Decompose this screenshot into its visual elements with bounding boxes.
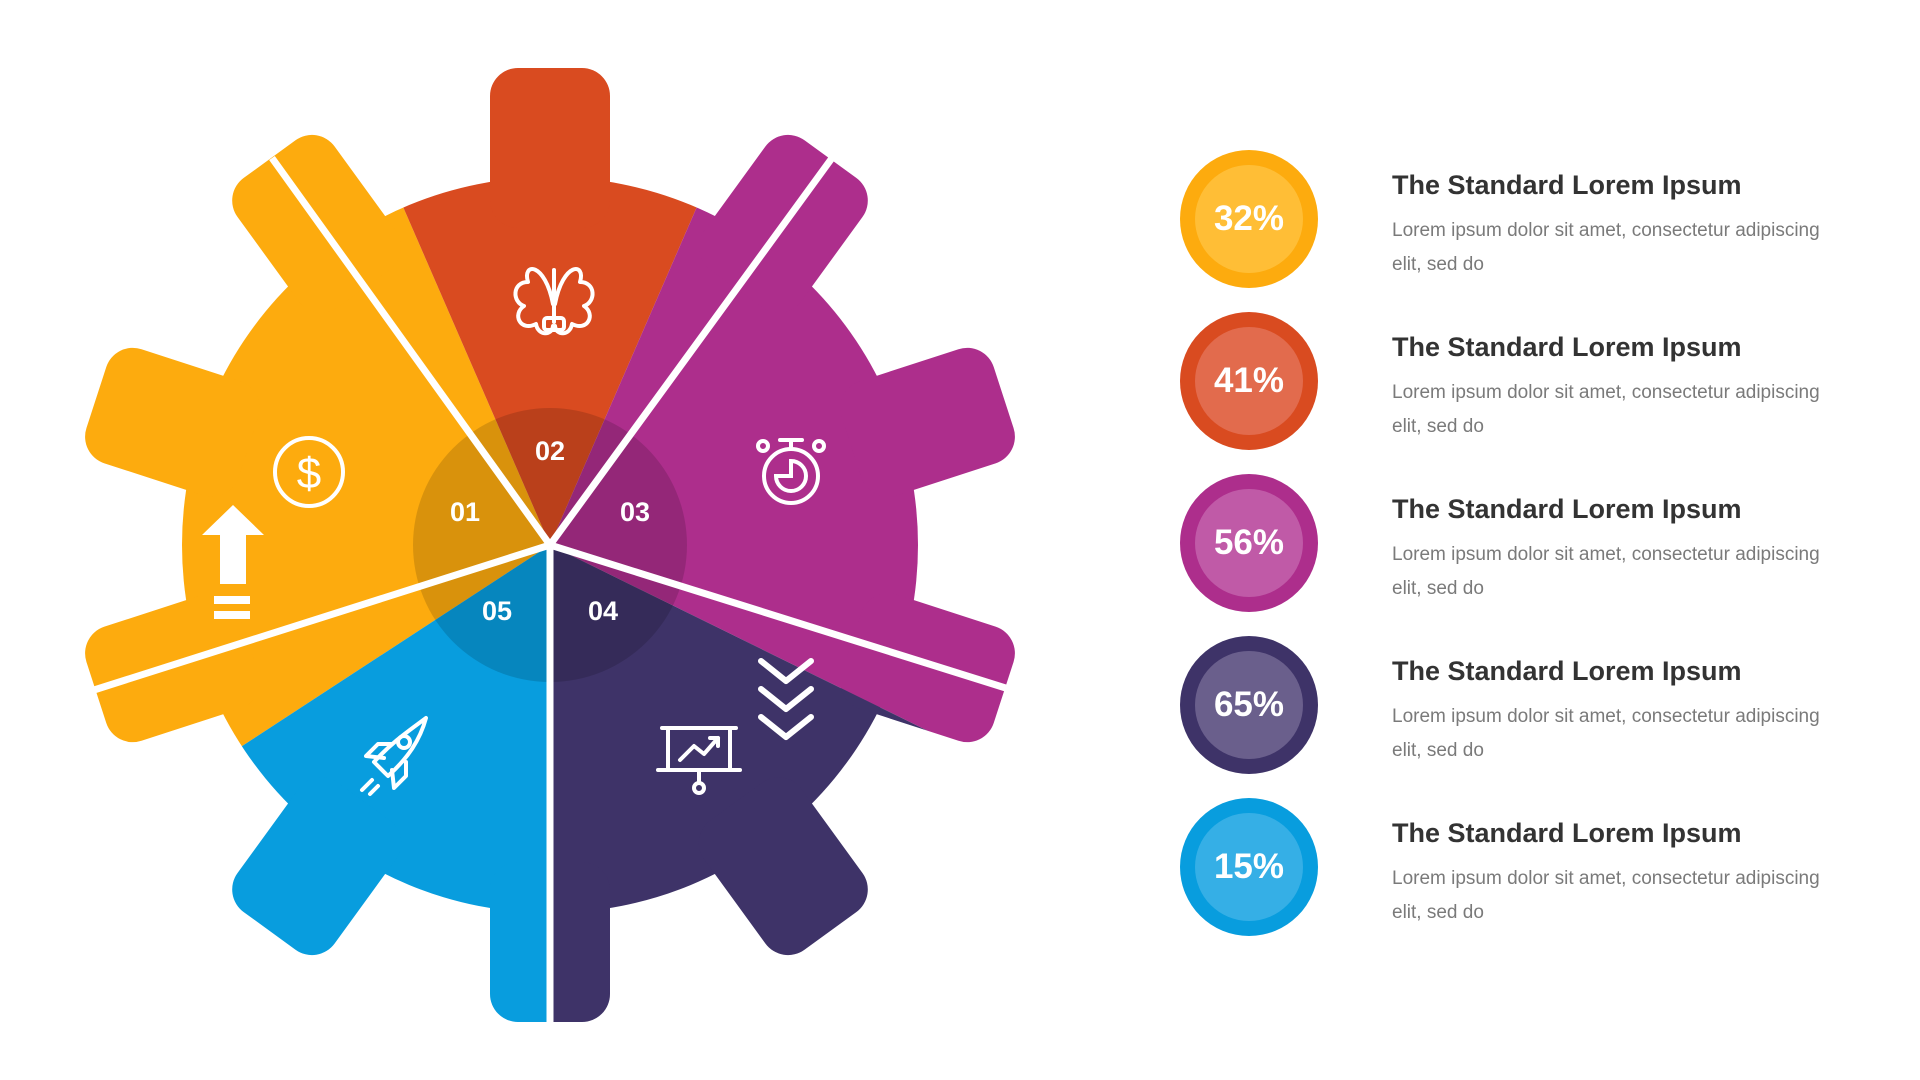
percent-badge: 56% <box>1180 474 1318 612</box>
percent-value: 32% <box>1195 165 1303 273</box>
stat-row-4: 65% The Standard Lorem Ipsum Lorem ipsum… <box>1180 636 1880 776</box>
up-arrow-icon <box>202 505 264 619</box>
percent-value: 56% <box>1195 489 1303 597</box>
stat-row-1: 32% The Standard Lorem Ipsum Lorem ipsum… <box>1180 150 1880 290</box>
percent-value: 15% <box>1195 813 1303 921</box>
stat-description: Lorem ipsum dolor sit amet, consectetur … <box>1392 382 1820 437</box>
stat-description: Lorem ipsum dolor sit amet, consectetur … <box>1392 868 1820 923</box>
stat-description: Lorem ipsum dolor sit amet, consectetur … <box>1392 706 1820 761</box>
svg-text:$: $ <box>297 449 321 498</box>
segment-number-02: 02 <box>535 436 565 466</box>
rocket-icon <box>360 716 428 796</box>
percent-value: 41% <box>1195 327 1303 435</box>
percent-badge: 65% <box>1180 636 1318 774</box>
gear-diagram: 01 02 03 04 05 $ <box>0 0 1100 1030</box>
stat-row-5: 15% The Standard Lorem Ipsum Lorem ipsum… <box>1180 798 1880 938</box>
stat-title: The Standard Lorem Ipsum <box>1392 170 1742 200</box>
brain-icon <box>513 267 595 336</box>
percent-badge: 32% <box>1180 150 1318 288</box>
stopwatch-icon <box>756 438 826 505</box>
triple-chevron-down-icon <box>758 658 814 740</box>
dollar-icon: $ <box>273 436 345 508</box>
segment-dividers <box>92 155 1014 1030</box>
segment-number-04: 04 <box>588 596 618 626</box>
stat-title: The Standard Lorem Ipsum <box>1392 494 1742 524</box>
segment-number-01: 01 <box>450 497 480 527</box>
percent-badge: 15% <box>1180 798 1318 936</box>
stat-row-3: 56% The Standard Lorem Ipsum Lorem ipsum… <box>1180 474 1880 614</box>
stat-title: The Standard Lorem Ipsum <box>1392 818 1742 848</box>
stat-description: Lorem ipsum dolor sit amet, consectetur … <box>1392 220 1820 275</box>
presentation-chart-icon <box>656 726 742 795</box>
segment-number-03: 03 <box>620 497 650 527</box>
stat-description: Lorem ipsum dolor sit amet, consectetur … <box>1392 544 1820 599</box>
percent-value: 65% <box>1195 651 1303 759</box>
segment-number-05: 05 <box>482 596 512 626</box>
stat-row-2: 41% The Standard Lorem Ipsum Lorem ipsum… <box>1180 312 1880 452</box>
stat-title: The Standard Lorem Ipsum <box>1392 332 1742 362</box>
percent-badge: 41% <box>1180 312 1318 450</box>
stat-title: The Standard Lorem Ipsum <box>1392 656 1742 686</box>
